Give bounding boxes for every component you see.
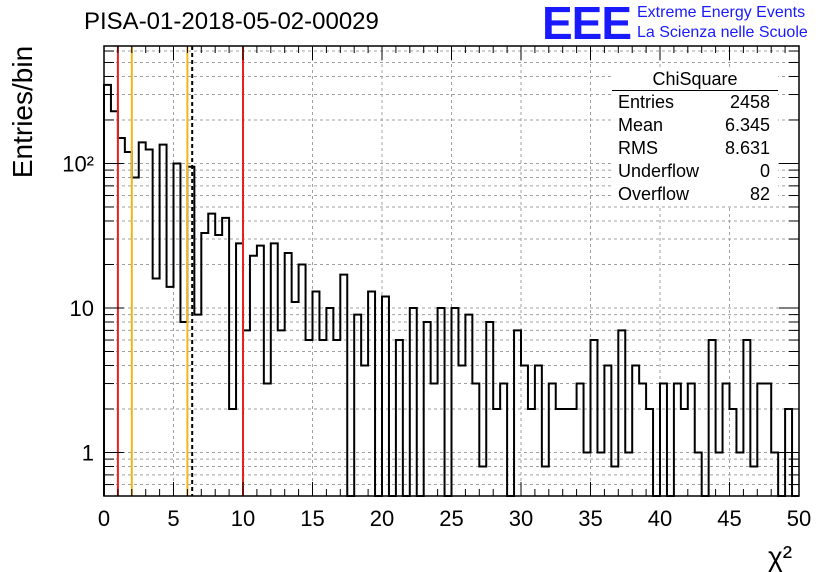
stats-row-mean: Mean 6.345	[612, 114, 778, 137]
stats-box-title: ChiSquare	[612, 68, 778, 91]
x-axis-label: χ²	[768, 541, 792, 572]
stats-value: 0	[759, 161, 770, 181]
stats-box: ChiSquare Entries 2458 Mean 6.345 RMS 8.631…	[612, 68, 778, 206]
x-tick-label: 40	[648, 506, 672, 531]
stats-row-entries: Entries 2458	[612, 91, 778, 114]
x-tick-label: 15	[300, 506, 324, 531]
stats-value: 6.345	[724, 115, 770, 135]
stats-label: Underflow	[618, 161, 700, 181]
x-tick-label: 35	[578, 506, 602, 531]
stats-label: Entries	[618, 92, 675, 112]
x-tick-label: 45	[717, 506, 741, 531]
stats-value: 8.631	[724, 138, 770, 158]
chart-title: PISA-01-2018-05-02-00029	[84, 8, 379, 35]
y-axis-label: Entries/bin	[7, 46, 38, 178]
x-tick-label: 25	[439, 506, 463, 531]
y-tick-label: 10²	[62, 151, 94, 176]
stats-label: Mean	[618, 115, 664, 135]
logo-line-2: La Scienza nelle Scuole	[637, 24, 808, 41]
eee-logo: EEE	[542, 0, 632, 49]
stats-label: RMS	[618, 138, 658, 158]
x-tick-label: 30	[509, 506, 533, 531]
stats-row-overflow: Overflow 82	[612, 183, 778, 206]
x-tick-label: 0	[98, 506, 110, 531]
axes: 0 5 10 15 20 25 30 35 40 45 50 1 10 10²	[62, 46, 811, 531]
y-tick-label: 1	[82, 440, 94, 465]
reference-lines	[116, 46, 244, 496]
x-tick-label: 20	[370, 506, 394, 531]
logo-line-1: Extreme Energy Events	[637, 4, 806, 21]
stats-row-underflow: Underflow 0	[612, 160, 778, 183]
x-tick-label: 10	[231, 506, 255, 531]
stats-value: 2458	[729, 92, 770, 112]
stats-label: Overflow	[618, 184, 690, 204]
histogram-outline	[103, 83, 799, 497]
x-tick-label: 5	[167, 506, 179, 531]
histogram	[103, 83, 799, 497]
stats-value: 82	[749, 184, 770, 204]
y-tick-label: 10	[70, 296, 94, 321]
x-tick-label: 50	[787, 506, 811, 531]
stats-row-rms: RMS 8.631	[612, 137, 778, 160]
